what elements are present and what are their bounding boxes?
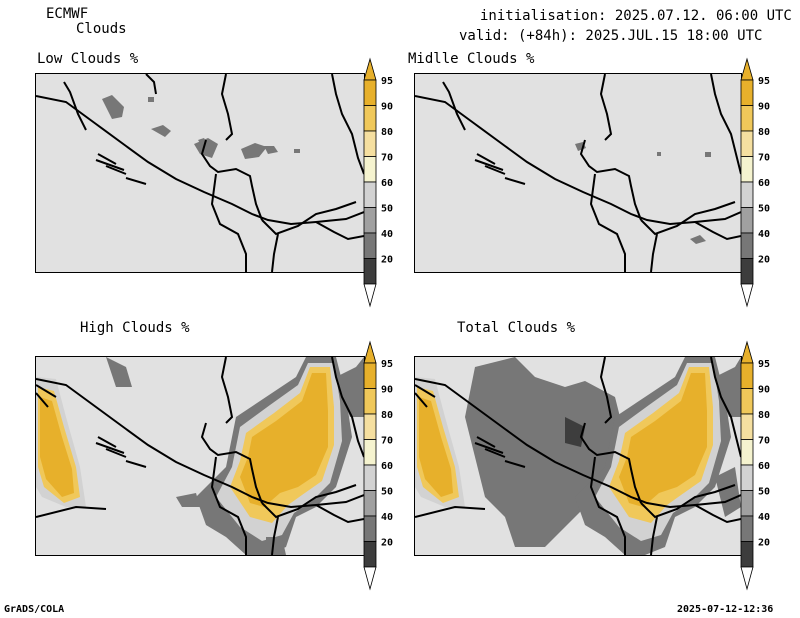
colorbar-level-label: 60 xyxy=(381,178,393,189)
colorbar-level-label: 50 xyxy=(758,204,770,215)
colorbar-level-label: 60 xyxy=(381,461,393,472)
panel-title-total-clouds: Total Clouds % xyxy=(457,320,576,336)
colorbar-level-label: 60 xyxy=(758,461,770,472)
colorbar-segment xyxy=(363,207,377,234)
colorbar-low-clouds: 95 90 80 70 60 50 40 20 xyxy=(363,57,423,308)
colorbar-segment xyxy=(363,232,377,259)
colorbar-segment xyxy=(740,258,754,285)
colorbar-segment xyxy=(363,515,377,542)
colorbar-level-label: 70 xyxy=(758,436,770,447)
colorbar-segment xyxy=(363,181,377,208)
colorbar-level-label: 40 xyxy=(758,512,770,523)
low-clouds-map xyxy=(35,73,365,273)
colorbar-segment xyxy=(363,362,377,389)
colorbar-segment xyxy=(740,156,754,183)
colorbar-level-label: 20 xyxy=(381,255,393,266)
panel-title-high-clouds: High Clouds % xyxy=(80,320,190,336)
colorbar-bottom-triangle xyxy=(740,283,754,308)
colorbar-segment xyxy=(740,439,754,466)
colorbar-level-label: 90 xyxy=(381,385,393,396)
colorbar-level-label: 90 xyxy=(381,102,393,113)
colorbar-top-triangle xyxy=(740,340,754,364)
colorbar-bottom-triangle xyxy=(363,283,377,308)
colorbar-segment xyxy=(363,79,377,106)
colorbar-level-label: 80 xyxy=(381,410,393,421)
colorbar-level-label: 80 xyxy=(758,410,770,421)
colorbar-segment xyxy=(740,181,754,208)
colorbar-segment xyxy=(363,541,377,568)
colorbar-level-label: 40 xyxy=(381,512,393,523)
middle-clouds-map xyxy=(414,73,742,273)
colorbar-svg: 95 90 80 70 60 50 40 20 xyxy=(363,340,393,591)
colorbar-segment xyxy=(363,439,377,466)
colorbar-bottom-triangle xyxy=(740,566,754,591)
colorbar-top-triangle xyxy=(363,57,377,81)
colorbar-bottom-triangle xyxy=(363,566,377,591)
colorbar-level-label: 95 xyxy=(758,359,770,370)
colorbar-level-label: 80 xyxy=(758,127,770,138)
panel-title-middle-clouds: Midlle Clouds % xyxy=(408,51,535,67)
colorbar-top-triangle xyxy=(740,57,754,81)
colorbar-level-label: 50 xyxy=(381,204,393,215)
colorbar-level-label: 40 xyxy=(758,229,770,240)
colorbar-segment xyxy=(363,490,377,517)
colorbar-level-label: 20 xyxy=(381,538,393,549)
colorbar-segment xyxy=(740,541,754,568)
colorbar-level-label: 95 xyxy=(758,76,770,87)
colorbar-svg: 95 90 80 70 60 50 40 20 xyxy=(740,57,770,308)
colorbar-level-label: 70 xyxy=(758,153,770,164)
total-clouds-map xyxy=(414,356,742,556)
colorbar-level-label: 50 xyxy=(381,487,393,498)
colorbar-segment xyxy=(740,130,754,157)
colorbar-segment xyxy=(740,207,754,234)
model-label: ECMWF xyxy=(46,6,89,22)
colorbar-segment xyxy=(363,105,377,132)
colorbar-level-label: 80 xyxy=(381,127,393,138)
colorbar-middle-clouds: 95 90 80 70 60 50 40 20 xyxy=(740,57,800,308)
colorbar-segment xyxy=(740,362,754,389)
colorbar-segment xyxy=(363,156,377,183)
footer-timestamp: 2025-07-12-12:36 xyxy=(677,604,774,615)
colorbar-total-clouds: 95 90 80 70 60 50 40 20 xyxy=(740,340,800,591)
high-clouds-map xyxy=(35,356,365,556)
colorbar-segment xyxy=(740,464,754,491)
colorbar-segment xyxy=(740,105,754,132)
colorbar-level-label: 40 xyxy=(381,229,393,240)
colorbar-segment xyxy=(363,388,377,415)
colorbar-segment xyxy=(363,413,377,440)
colorbar-level-label: 20 xyxy=(758,255,770,266)
colorbar-svg: 95 90 80 70 60 50 40 20 xyxy=(740,340,770,591)
colorbar-segment xyxy=(740,490,754,517)
colorbar-segment xyxy=(740,79,754,106)
colorbar-segment xyxy=(740,515,754,542)
colorbar-segment xyxy=(740,388,754,415)
colorbar-level-label: 70 xyxy=(381,153,393,164)
colorbar-segment xyxy=(740,413,754,440)
colorbar-top-triangle xyxy=(363,340,377,364)
panel-title-low-clouds: Low Clouds % xyxy=(37,51,139,67)
colorbar-level-label: 20 xyxy=(758,538,770,549)
colorbar-level-label: 90 xyxy=(758,385,770,396)
colorbar-level-label: 90 xyxy=(758,102,770,113)
field-label: Clouds xyxy=(76,21,127,37)
footer-credit: GrADS/COLA xyxy=(4,604,65,615)
colorbar-segment xyxy=(363,258,377,285)
colorbar-level-label: 60 xyxy=(758,178,770,189)
colorbar-segment xyxy=(740,232,754,259)
colorbar-level-label: 50 xyxy=(758,487,770,498)
colorbar-svg: 95 90 80 70 60 50 40 20 xyxy=(363,57,393,308)
colorbar-level-label: 70 xyxy=(381,436,393,447)
valid-time-text: valid: (+84h): 2025.JUL.15 18:00 UTC xyxy=(459,28,763,44)
colorbar-segment xyxy=(363,464,377,491)
colorbar-high-clouds: 95 90 80 70 60 50 40 20 xyxy=(363,340,423,591)
colorbar-segment xyxy=(363,130,377,157)
colorbar-level-label: 95 xyxy=(381,359,393,370)
initialisation-text: initialisation: 2025.07.12. 06:00 UTC xyxy=(480,8,792,24)
colorbar-level-label: 95 xyxy=(381,76,393,87)
